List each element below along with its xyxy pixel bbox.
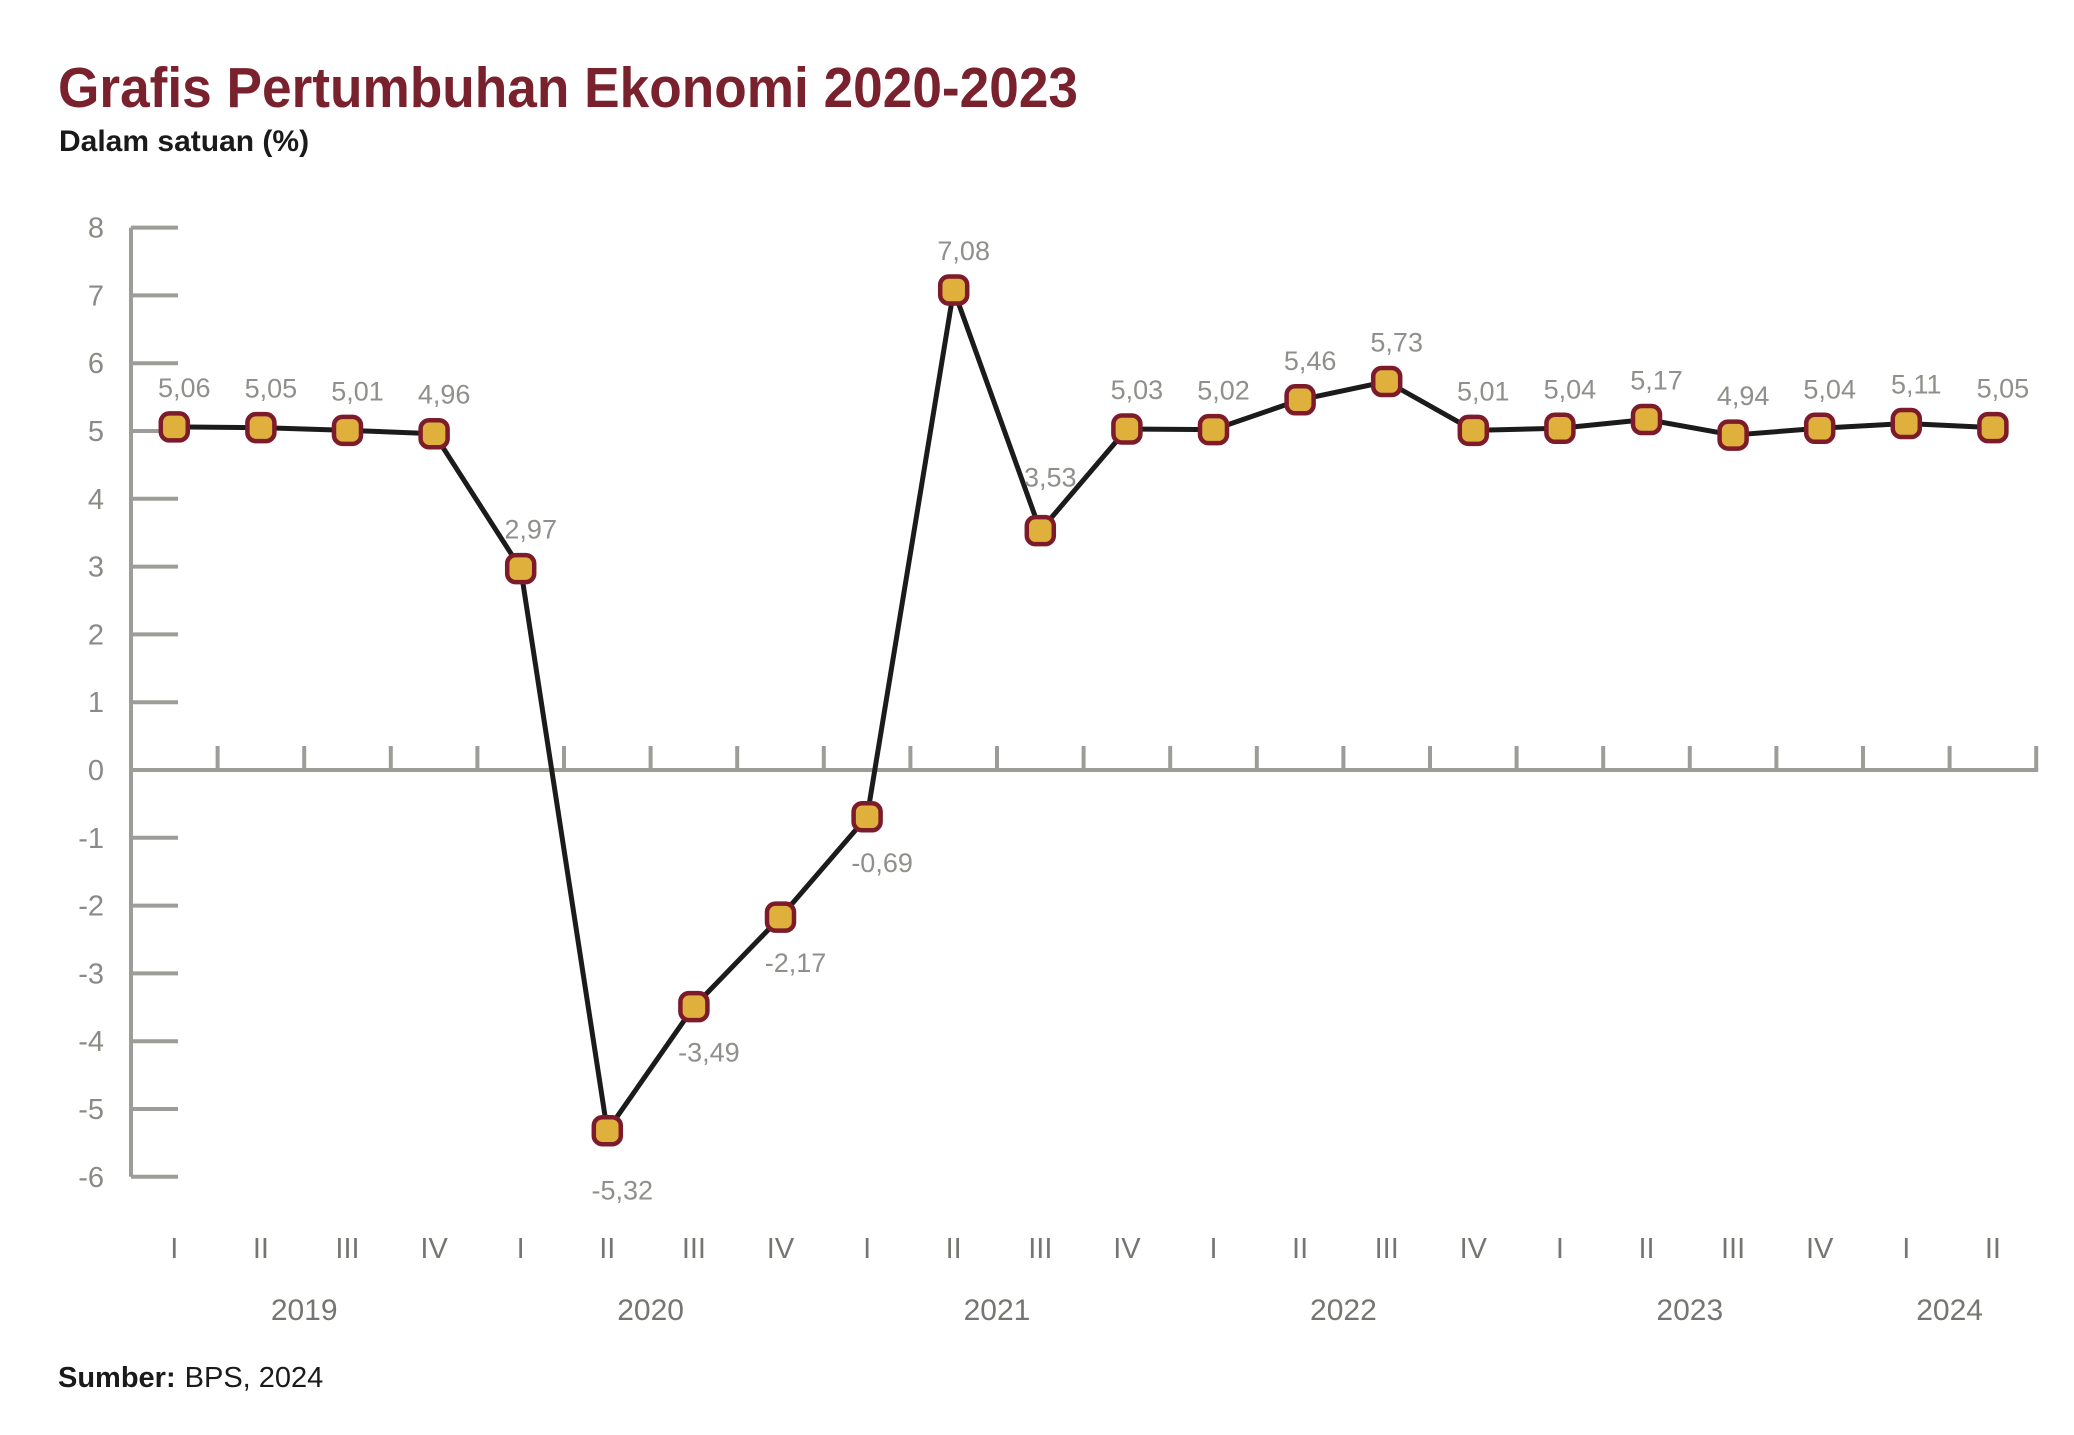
year-label: 2019 <box>271 1294 338 1327</box>
year-label: 2021 <box>964 1294 1031 1327</box>
data-point-label: 5,46 <box>1284 346 1337 376</box>
quarter-label: III <box>1721 1233 1745 1265</box>
series-line <box>174 287 1994 1134</box>
data-point-marker <box>1197 413 1230 446</box>
data-point-marker <box>504 552 537 585</box>
y-axis-tick-label: -2 <box>78 891 104 923</box>
quarter-label: I <box>1556 1233 1564 1265</box>
data-point-marker <box>1370 365 1403 398</box>
data-point-marker <box>1544 412 1576 445</box>
data-point-label: -2,17 <box>765 948 827 978</box>
source-label: Sumber: <box>58 1362 176 1394</box>
year-label: 2024 <box>1916 1294 1983 1327</box>
data-point-label: 5,04 <box>1803 374 1856 404</box>
y-axis-tick-label: 4 <box>88 484 104 516</box>
data-point-marker <box>851 801 883 833</box>
data-point-marker <box>245 411 277 444</box>
quarter-label: II <box>253 1233 269 1265</box>
data-point-marker <box>1717 419 1749 451</box>
plot-area: 8 7 6 5 4 3 2 1 0 -1 -2 -3 -4 -5 -6 5,06 5,05 5,01 4,96 2,9… <box>78 213 2039 1327</box>
chart-subtitle: Dalam satuan (%) <box>59 125 309 158</box>
quarter-label: IV <box>767 1233 795 1265</box>
data-point-marker <box>1977 411 2009 444</box>
data-point-label: 5,03 <box>1111 375 1164 405</box>
page-title: Grafis Pertumbuhan Ekonomi 2020-2023 <box>58 56 1078 120</box>
data-point-label: 3,53 <box>1024 463 1077 493</box>
data-point-label: 5,01 <box>331 376 384 406</box>
y-axis-tick-label: -6 <box>78 1162 104 1194</box>
quarter-label: I <box>863 1233 871 1265</box>
data-point-marker <box>764 901 797 933</box>
quarter-label: IV <box>1460 1233 1488 1265</box>
data-point-marker <box>937 274 970 306</box>
data-point-label: 4,96 <box>418 380 471 410</box>
data-point-marker <box>1630 403 1663 436</box>
data-point-label: -3,49 <box>678 1038 740 1068</box>
data-point-marker <box>1457 414 1490 447</box>
year-label: 2020 <box>617 1294 684 1327</box>
data-point-label: 5,05 <box>1977 374 2030 404</box>
data-point-marker <box>1111 413 1143 445</box>
quarter-label: II <box>599 1233 615 1265</box>
data-point-marker <box>418 417 450 450</box>
data-point-label: 2,97 <box>504 515 557 545</box>
quarter-label: III <box>682 1233 706 1265</box>
quarter-label: III <box>1375 1233 1399 1265</box>
data-point-label: 5,11 <box>1891 370 1942 400</box>
data-point-label: 4,94 <box>1717 381 1770 411</box>
quarter-label: I <box>1209 1233 1217 1265</box>
y-axis-tick-label: 8 <box>88 213 104 245</box>
quarter-label: II <box>1638 1233 1654 1265</box>
y-axis-tick-label: -4 <box>78 1026 104 1058</box>
y-axis-tick-label: 6 <box>88 348 104 380</box>
quarter-label: I <box>1902 1233 1910 1265</box>
quarter-label: IV <box>1806 1233 1834 1265</box>
data-point-label: 5,02 <box>1197 376 1250 406</box>
quarter-label: I <box>517 1233 525 1265</box>
y-axis-tick-label: -3 <box>78 958 104 990</box>
data-point-label: -5,32 <box>592 1176 654 1206</box>
data-point-marker <box>1803 412 1836 445</box>
quarter-label: II <box>1292 1233 1308 1265</box>
quarter-label: IV <box>1113 1233 1141 1265</box>
data-point-label: 7,08 <box>937 236 990 266</box>
source-note: Sumber: BPS, 2024 <box>58 1362 323 1394</box>
data-point-marker <box>1890 407 1923 440</box>
data-point-marker <box>591 1114 624 1147</box>
quarter-label: II <box>1985 1233 2001 1265</box>
quarter-label: IV <box>420 1233 448 1265</box>
data-point-label: 5,04 <box>1544 374 1597 404</box>
data-point-label: 5,01 <box>1457 376 1510 406</box>
data-point-marker <box>1284 384 1316 416</box>
y-axis-tick-label: 7 <box>88 280 104 312</box>
y-axis-tick-label: -1 <box>78 823 104 855</box>
quarter-label: I <box>170 1233 178 1265</box>
year-label: 2023 <box>1656 1294 1723 1327</box>
y-axis-tick-label: 2 <box>88 619 104 651</box>
y-axis-tick-label: 3 <box>88 552 104 584</box>
y-axis-tick-label: 5 <box>88 416 104 448</box>
data-point-label: 5,06 <box>158 373 211 403</box>
year-label: 2022 <box>1310 1294 1377 1327</box>
y-axis-tick-label: -5 <box>78 1094 104 1126</box>
data-point-marker <box>1024 514 1057 547</box>
data-point-label: 5,05 <box>245 374 298 404</box>
data-point-label: -0,69 <box>851 848 913 878</box>
quarter-label: II <box>946 1233 962 1265</box>
data-point-marker <box>331 414 364 447</box>
data-point-label: 5,17 <box>1630 365 1683 395</box>
y-axis-tick-label: 0 <box>88 755 104 787</box>
quarter-label: III <box>1028 1233 1052 1265</box>
data-point-label: 5,73 <box>1370 328 1423 358</box>
quarter-label: III <box>335 1233 359 1265</box>
y-axis-tick-label: 1 <box>88 687 104 719</box>
source-value: BPS, 2024 <box>185 1362 324 1394</box>
data-point-marker <box>158 411 191 443</box>
data-point-marker <box>678 990 710 1023</box>
